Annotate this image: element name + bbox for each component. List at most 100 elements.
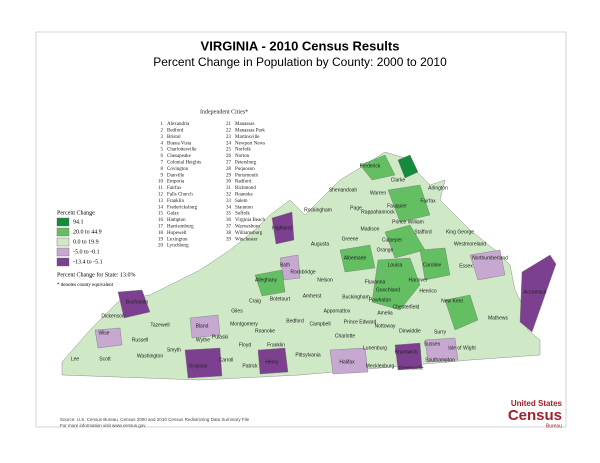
city-number: 30 bbox=[226, 180, 232, 185]
county-label: Mathews bbox=[488, 315, 509, 321]
city-name: Poquoson bbox=[235, 167, 255, 172]
region bbox=[257, 347, 289, 375]
city-name: Petersburg bbox=[235, 161, 257, 166]
decline-regions bbox=[117, 211, 423, 379]
county-label: Rockingham bbox=[304, 207, 332, 213]
city-number: 7 bbox=[161, 161, 164, 166]
city-number: 11 bbox=[158, 186, 163, 191]
city-number: 32 bbox=[226, 193, 232, 198]
map bbox=[61, 151, 557, 381]
frame bbox=[35, 31, 567, 428]
county-label: Bland bbox=[196, 323, 209, 329]
county-label: Greensville bbox=[398, 365, 423, 371]
county-label: Sussex bbox=[424, 341, 441, 347]
county-label: Bedford bbox=[286, 318, 304, 324]
region bbox=[371, 257, 421, 311]
county-label: Floyd bbox=[239, 342, 251, 348]
region bbox=[189, 314, 221, 339]
city-number: 9 bbox=[161, 173, 164, 178]
county-label: Roanoke bbox=[255, 328, 275, 334]
county-label: Rappahannock bbox=[361, 209, 395, 215]
city-name: Chesapeake bbox=[167, 154, 192, 159]
city-number: 10 bbox=[158, 180, 164, 185]
city-number: 35 bbox=[226, 212, 232, 217]
county-label: Orange bbox=[377, 247, 394, 253]
county-label: Dickenson bbox=[101, 313, 125, 319]
county-label: Russell bbox=[132, 337, 148, 343]
city-number: 23 bbox=[226, 135, 232, 140]
city-name: Danville bbox=[167, 173, 185, 178]
county-label: Henrico bbox=[419, 288, 436, 294]
county-label: Henry bbox=[265, 359, 279, 365]
city-number: 38 bbox=[226, 231, 232, 236]
county-label: Washington bbox=[137, 353, 163, 359]
city-name: Suffolk bbox=[235, 212, 250, 217]
region bbox=[469, 249, 506, 281]
region-dark-green bbox=[397, 154, 419, 179]
legend-swatch bbox=[56, 257, 70, 267]
county-label: Augusta bbox=[311, 241, 330, 247]
region bbox=[424, 337, 459, 363]
subtitle: Percent Change in Population by County: … bbox=[153, 55, 447, 69]
city-number: 29 bbox=[226, 173, 232, 178]
city-number: 21 bbox=[226, 122, 232, 127]
legend-swatch bbox=[56, 237, 70, 247]
county-label: Buckingham bbox=[342, 294, 370, 300]
city-name: Alexandria bbox=[167, 122, 190, 127]
legend-label: 94.1 bbox=[73, 219, 84, 225]
county-label: Giles bbox=[231, 308, 243, 314]
city-name: Lynchburg bbox=[167, 244, 189, 249]
county-label: Surry bbox=[434, 329, 446, 335]
county-label: Rockbridge bbox=[290, 269, 316, 275]
city-number: 26 bbox=[226, 154, 232, 159]
city-name: Portsmouth bbox=[235, 173, 259, 178]
region bbox=[94, 327, 123, 349]
city-name: Hampton bbox=[167, 218, 186, 223]
city-number: 4 bbox=[161, 141, 164, 146]
county-label: Northumberland bbox=[472, 255, 508, 261]
county-label: Brunswick bbox=[395, 349, 418, 355]
county-label: Lunenburg bbox=[363, 345, 387, 351]
county-label: Buchanan bbox=[126, 299, 149, 305]
region bbox=[279, 254, 301, 281]
city-name: Covington bbox=[167, 167, 189, 172]
county-label: Westmoreland bbox=[454, 241, 486, 247]
city-name: Norfolk bbox=[235, 148, 251, 153]
city-number: 19 bbox=[158, 237, 164, 242]
region bbox=[184, 347, 223, 379]
city-name: Manassas Park bbox=[235, 129, 265, 134]
county-label: Bath bbox=[280, 262, 291, 268]
city-number: 3 bbox=[161, 135, 164, 140]
city-name: Falls Church bbox=[167, 193, 193, 198]
region bbox=[419, 247, 451, 281]
county-label: Southampton bbox=[425, 357, 455, 363]
legend-label: 20.0 to 44.9 bbox=[73, 229, 102, 235]
county-label: Craig bbox=[249, 298, 261, 304]
city-name: Colonial Heights bbox=[167, 161, 201, 166]
city-number: 6 bbox=[161, 154, 164, 159]
city-name: Emporia bbox=[167, 180, 185, 185]
city-name: Fredericksburg bbox=[167, 205, 198, 210]
county-label: Nottoway bbox=[375, 323, 396, 329]
county-label: Lee bbox=[71, 356, 80, 362]
legend-swatch bbox=[56, 227, 70, 237]
county-label: Caroline bbox=[423, 262, 442, 268]
county-label: Pittsylvania bbox=[295, 352, 321, 358]
county-label: Tazewell bbox=[150, 322, 169, 328]
county-label: Wise bbox=[98, 330, 109, 336]
city-number: 1 bbox=[161, 122, 164, 127]
county-label: Halifax bbox=[339, 359, 355, 365]
county-label: King George bbox=[446, 229, 474, 235]
city-number: 33 bbox=[226, 199, 232, 204]
legend-title: Percent Change bbox=[57, 210, 95, 216]
city-number: 20 bbox=[158, 244, 164, 249]
city-name: Salem bbox=[235, 199, 248, 204]
county-label: Chesterfield bbox=[393, 304, 420, 310]
city-name: Manassas bbox=[235, 122, 254, 127]
city-number: 18 bbox=[158, 231, 164, 236]
region bbox=[254, 269, 286, 297]
city-number: 8 bbox=[161, 167, 164, 172]
info: For more information visit www.census.go… bbox=[60, 423, 146, 428]
county-label: New Kent bbox=[441, 298, 463, 304]
